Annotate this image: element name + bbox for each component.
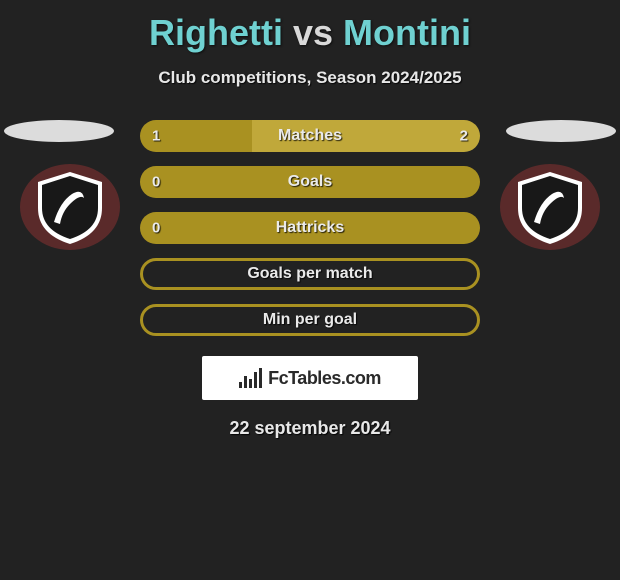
stat-label: Goals: [288, 173, 332, 191]
stat-value-left: 0: [152, 220, 160, 237]
stat-row: 0 Goals: [140, 166, 480, 198]
bar-icon-bar: [254, 372, 257, 388]
shield-icon: [500, 164, 600, 250]
bar-icon-bar: [244, 376, 247, 388]
player1-name: Righetti: [149, 12, 283, 53]
stat-row: Goals per match: [140, 258, 480, 290]
comparison-stage: 1 2 Matches 0 Goals 0 Hattricks Goals per match…: [0, 120, 620, 336]
stat-value-right: 2: [460, 128, 468, 145]
subtitle: Club competitions, Season 2024/2025: [0, 68, 620, 88]
bar-icon-bar: [259, 368, 262, 388]
player2-name-pill: [506, 120, 616, 142]
watermark: FcTables.com: [202, 356, 418, 400]
stat-row: Min per goal: [140, 304, 480, 336]
player2-badge: [500, 164, 600, 250]
stat-label: Min per goal: [263, 311, 357, 329]
bar-icon-bar: [239, 382, 242, 388]
stat-label: Goals per match: [247, 265, 372, 283]
stat-value-left: 1: [152, 128, 160, 145]
stats-rows: 1 2 Matches 0 Goals 0 Hattricks Goals per match…: [140, 120, 480, 336]
bar-icon-bar: [249, 379, 252, 388]
page-title: Righetti vs Montini: [0, 0, 620, 54]
bar-chart-icon: [239, 368, 262, 388]
shield-icon: [20, 164, 120, 250]
stat-row: 1 2 Matches: [140, 120, 480, 152]
vs-text: vs: [293, 12, 333, 53]
stat-row: 0 Hattricks: [140, 212, 480, 244]
player1-badge: [20, 164, 120, 250]
watermark-text: FcTables.com: [268, 368, 381, 389]
stat-label: Matches: [278, 127, 342, 145]
stat-value-left: 0: [152, 174, 160, 191]
player1-name-pill: [4, 120, 114, 142]
player2-name: Montini: [343, 12, 471, 53]
date-label: 22 september 2024: [0, 418, 620, 439]
stat-label: Hattricks: [276, 219, 344, 237]
